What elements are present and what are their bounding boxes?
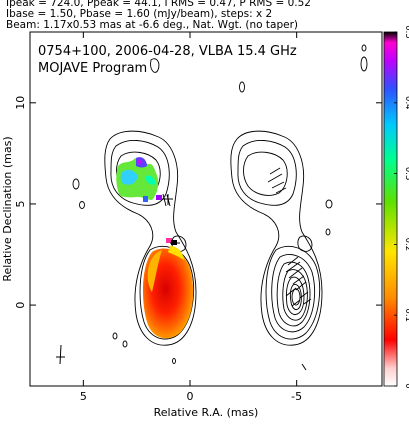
reference-tick bbox=[301, 363, 307, 371]
core-marker bbox=[163, 194, 180, 244]
plot-frame bbox=[29, 31, 383, 387]
colorbar bbox=[383, 31, 398, 387]
x-axis-ticks: 5 0 -5 bbox=[80, 32, 302, 403]
x-tick-label: -5 bbox=[291, 390, 302, 403]
y-tick-label: 10 bbox=[14, 96, 27, 110]
x-tick-label: 0 bbox=[187, 390, 194, 403]
chart-subtitle: MOJAVE Program bbox=[38, 61, 147, 76]
y-tick-label: 0 bbox=[14, 302, 27, 309]
colorbar-tick-label: 0.1 bbox=[403, 308, 409, 322]
chart-title: 0754+100, 2006-04-28, VLBA 15.4 GHz bbox=[38, 44, 297, 59]
beam-ellipse bbox=[56, 344, 65, 365]
y-axis-ticks: 0 5 10 bbox=[14, 96, 382, 309]
x-tick-label: 5 bbox=[80, 390, 87, 403]
colorbar-tick-label: 0.5 bbox=[403, 25, 409, 39]
fractional-polarization-image bbox=[116, 157, 194, 339]
x-axis-label: Relative R.A. (mas) bbox=[154, 406, 259, 419]
colorbar-tick-label: 0.3 bbox=[403, 167, 409, 181]
y-tick-label: 5 bbox=[14, 200, 27, 207]
header-line-1: Ipeak = 724.0, Ppeak = 44.1, I RMS = 0.4… bbox=[6, 0, 311, 9]
colorbar-tick-label: 0 bbox=[403, 383, 409, 388]
header-line-3: Beam: 1.17x0.53 mas at -6.6 deg., Nat. W… bbox=[6, 19, 299, 31]
colorbar-ticks: 0 0.1 0.2 0.3 0.4 0.5 bbox=[394, 25, 409, 389]
colorbar-tick-label: 0.2 bbox=[403, 238, 409, 252]
header-line-2: Ibase = 1.50, Pbase = 1.60 (mJy/beam), s… bbox=[6, 8, 273, 20]
polarization-vectors bbox=[162, 167, 312, 307]
y-axis-label: Relative Declination (mas) bbox=[1, 136, 14, 281]
colorbar-tick-label: 0.4 bbox=[403, 96, 409, 110]
